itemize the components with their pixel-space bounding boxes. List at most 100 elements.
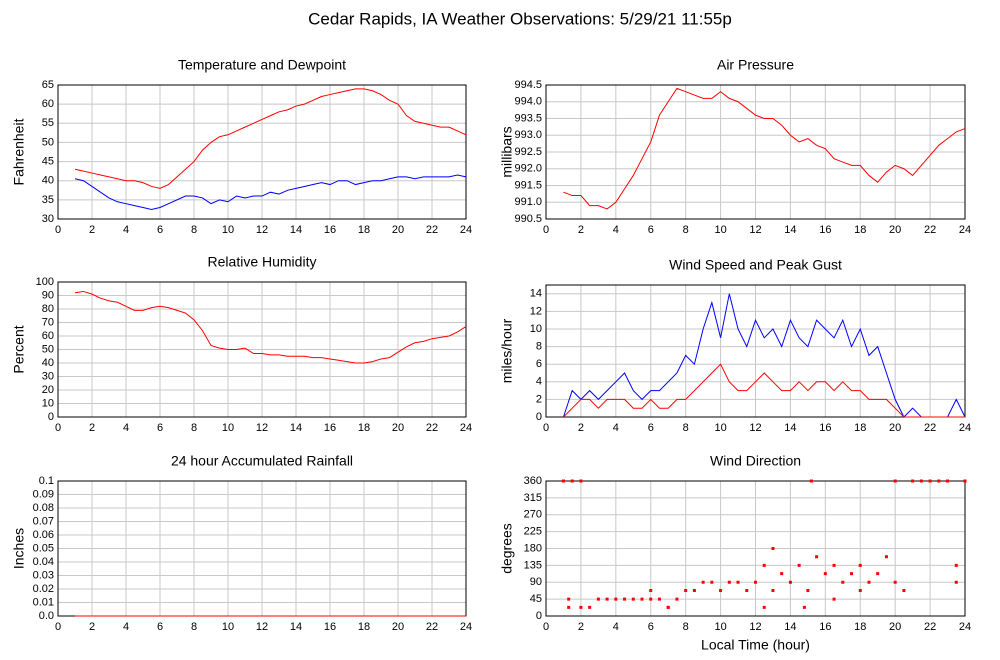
scatter-point bbox=[649, 597, 653, 601]
chart-title: Air Pressure bbox=[717, 57, 794, 73]
x-tick-label: 2 bbox=[89, 224, 95, 236]
scatter-point bbox=[614, 597, 618, 601]
y-tick-label: 40 bbox=[42, 357, 54, 369]
y-tick-label: 2 bbox=[536, 393, 542, 405]
scatter-point bbox=[809, 479, 813, 483]
plot-frame bbox=[57, 281, 467, 418]
y-tick-label: 991.0 bbox=[514, 196, 542, 208]
plot-frame bbox=[545, 84, 966, 220]
y-tick-label: 80 bbox=[42, 303, 54, 315]
y-tick-label: 0.1 bbox=[39, 475, 54, 487]
x-tick-label: 14 bbox=[784, 224, 796, 236]
y-tick-label: 12 bbox=[530, 305, 542, 317]
x-tick-label: 24 bbox=[959, 422, 971, 434]
scatter-point bbox=[876, 572, 880, 576]
y-tick-label: 0 bbox=[536, 610, 542, 622]
y-tick-label: 90 bbox=[530, 576, 542, 588]
page-title: Cedar Rapids, IA Weather Observations: 5… bbox=[308, 9, 732, 28]
y-tick-label: 992.0 bbox=[514, 163, 542, 175]
y-axis-label: miles/hour bbox=[499, 318, 515, 383]
x-tick-label: 0 bbox=[543, 621, 549, 633]
x-tick-label: 4 bbox=[123, 224, 129, 236]
y-tick-label: 0.06 bbox=[33, 529, 54, 541]
x-tick-label: 16 bbox=[324, 422, 336, 434]
y-axis-label: Percent bbox=[11, 325, 27, 373]
scatter-point bbox=[719, 589, 723, 592]
scatter-point bbox=[771, 547, 775, 550]
x-tick-label: 12 bbox=[256, 621, 268, 633]
y-tick-label: 40 bbox=[42, 175, 54, 187]
scatter-point bbox=[893, 580, 897, 584]
x-tick-label: 22 bbox=[426, 422, 438, 434]
scatter-point bbox=[623, 597, 627, 601]
scatter-point bbox=[588, 605, 592, 609]
scatter-point bbox=[567, 605, 571, 609]
scatter-point bbox=[754, 580, 757, 584]
scatter-point bbox=[946, 479, 950, 483]
x-tick-label: 4 bbox=[123, 621, 129, 633]
scatter-point bbox=[884, 555, 888, 559]
x-tick-label: 8 bbox=[683, 422, 689, 434]
scatter-point bbox=[919, 479, 923, 483]
scatter-point bbox=[815, 555, 819, 559]
scatter-point bbox=[823, 572, 827, 576]
scatter-point bbox=[570, 479, 574, 483]
x-tick-label: 10 bbox=[714, 224, 726, 236]
chart-title: 24 hour Accumulated Rainfall bbox=[171, 453, 353, 469]
scatter-point bbox=[579, 479, 583, 483]
x-tick-label: 14 bbox=[290, 224, 302, 236]
x-tick-label: 24 bbox=[959, 621, 971, 633]
y-tick-label: 0.0 bbox=[39, 610, 54, 622]
x-tick-label: 6 bbox=[648, 422, 654, 434]
y-tick-label: 992.5 bbox=[514, 146, 542, 158]
y-tick-label: 315 bbox=[524, 492, 542, 504]
scatter-point bbox=[832, 563, 836, 567]
x-tick-label: 4 bbox=[123, 422, 129, 434]
scatter-point bbox=[771, 589, 775, 592]
x-tick-label: 12 bbox=[749, 621, 761, 633]
y-tick-label: 0 bbox=[48, 411, 54, 423]
x-tick-label: 0 bbox=[543, 422, 549, 434]
x-tick-label: 22 bbox=[426, 621, 438, 633]
x-tick-label: 16 bbox=[819, 224, 831, 236]
scatter-point bbox=[745, 589, 749, 592]
scatter-point bbox=[937, 479, 941, 483]
scatter-point bbox=[640, 597, 644, 601]
x-tick-label: 18 bbox=[854, 422, 866, 434]
x-tick-label: 10 bbox=[222, 422, 234, 434]
scatter-point bbox=[631, 597, 635, 601]
y-tick-label: 90 bbox=[42, 289, 54, 301]
y-tick-label: 50 bbox=[42, 343, 54, 355]
y-tick-label: 225 bbox=[524, 526, 542, 538]
y-tick-label: 14 bbox=[530, 288, 542, 300]
scatter-point bbox=[954, 563, 958, 567]
scatter-point bbox=[762, 605, 766, 609]
scatter-point bbox=[657, 597, 661, 601]
scatter-point bbox=[567, 597, 571, 601]
x-tick-label: 4 bbox=[613, 224, 619, 236]
x-tick-label: 16 bbox=[324, 224, 336, 236]
plot-frame bbox=[545, 480, 966, 617]
scatter-point bbox=[802, 605, 806, 609]
y-tick-label: 55 bbox=[42, 117, 54, 129]
x-tick-label: 2 bbox=[578, 621, 584, 633]
series-line bbox=[74, 290, 467, 364]
x-tick-label: 6 bbox=[157, 621, 163, 633]
x-tick-label: 16 bbox=[819, 621, 831, 633]
x-tick-label: 18 bbox=[358, 422, 370, 434]
chart-title: Wind Direction bbox=[710, 453, 801, 469]
x-tick-label: 6 bbox=[648, 224, 654, 236]
scatter-point bbox=[579, 605, 583, 609]
y-tick-label: 70 bbox=[42, 316, 54, 328]
scatter-point bbox=[841, 580, 845, 584]
x-tick-label: 18 bbox=[358, 621, 370, 633]
y-tick-label: 0.09 bbox=[33, 488, 54, 500]
scatter-point bbox=[675, 597, 679, 601]
y-tick-label: 4 bbox=[536, 376, 542, 388]
x-axis-label: Local Time (hour) bbox=[701, 637, 810, 653]
chart-title: Temperature and Dewpoint bbox=[178, 57, 346, 73]
y-tick-label: 270 bbox=[524, 509, 542, 521]
x-tick-label: 16 bbox=[324, 621, 336, 633]
